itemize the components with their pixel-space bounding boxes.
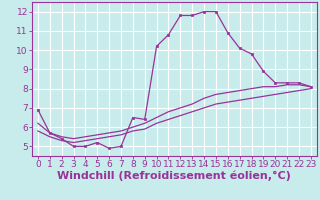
X-axis label: Windchill (Refroidissement éolien,°C): Windchill (Refroidissement éolien,°C) bbox=[58, 171, 291, 181]
